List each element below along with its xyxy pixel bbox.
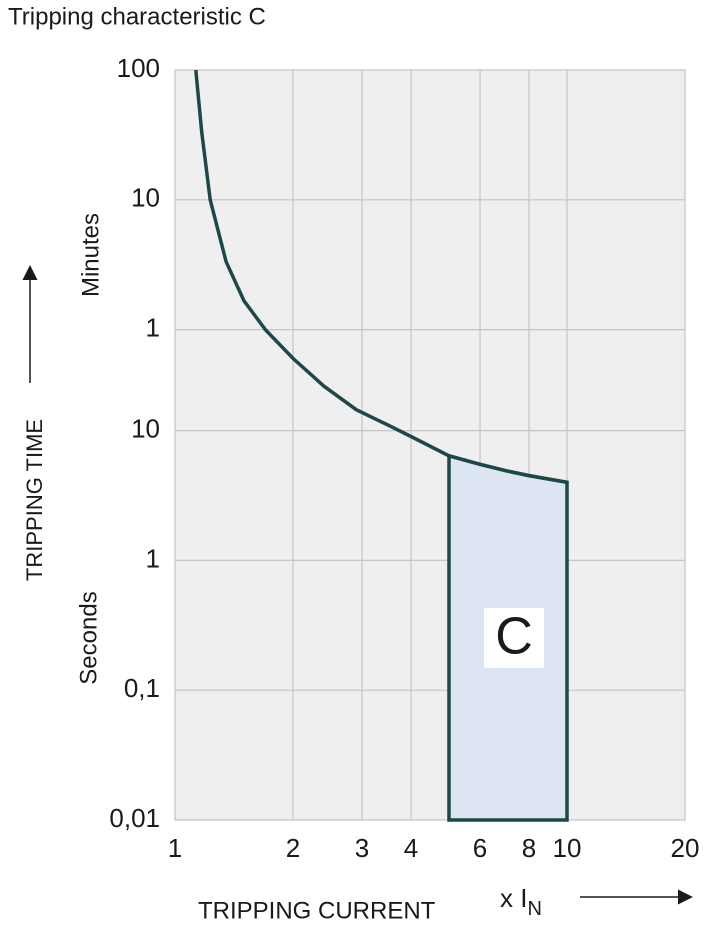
x-tick-label: 20 [671,833,700,863]
x-tick-label: 8 [522,833,536,863]
y-tick-label: 1 [146,543,160,573]
chart-title: Tripping characteristic C [8,3,266,30]
marks: C [194,69,569,822]
x-tick-label: 3 [355,833,369,863]
x-tick-label: 10 [553,833,582,863]
minutes-label: Minutes [77,213,104,297]
x-tick-label: 1 [168,833,182,863]
grid [174,69,686,821]
labels: 100 10 1 10 1 0,1 0,01 1 2 3 4 6 8 10 20 [109,53,699,863]
y-tick-label: 10 [131,183,160,213]
x-unit-sub: N [527,898,541,920]
y-tick-label: 1 [146,312,160,342]
y-tick-label: 100 [117,53,160,83]
y-axis-label: TRIPPING TIME [22,419,47,581]
y-tick-label: 10 [131,413,160,443]
y-tick-label: 0,01 [109,803,160,833]
region-label: C [495,608,533,666]
x-tick-label: 4 [404,833,418,863]
x-unit: x IN [500,883,542,920]
y-tick-label: 0,1 [124,673,160,703]
seconds-label: Seconds [75,591,102,684]
trip-curve [194,69,568,485]
x-tick-label: 2 [286,833,300,863]
region-label-bg [483,608,544,668]
x-axis-label: TRIPPING CURRENT [198,897,436,924]
x-tick-label: 6 [473,833,487,863]
x-unit-text: x I [500,883,527,913]
